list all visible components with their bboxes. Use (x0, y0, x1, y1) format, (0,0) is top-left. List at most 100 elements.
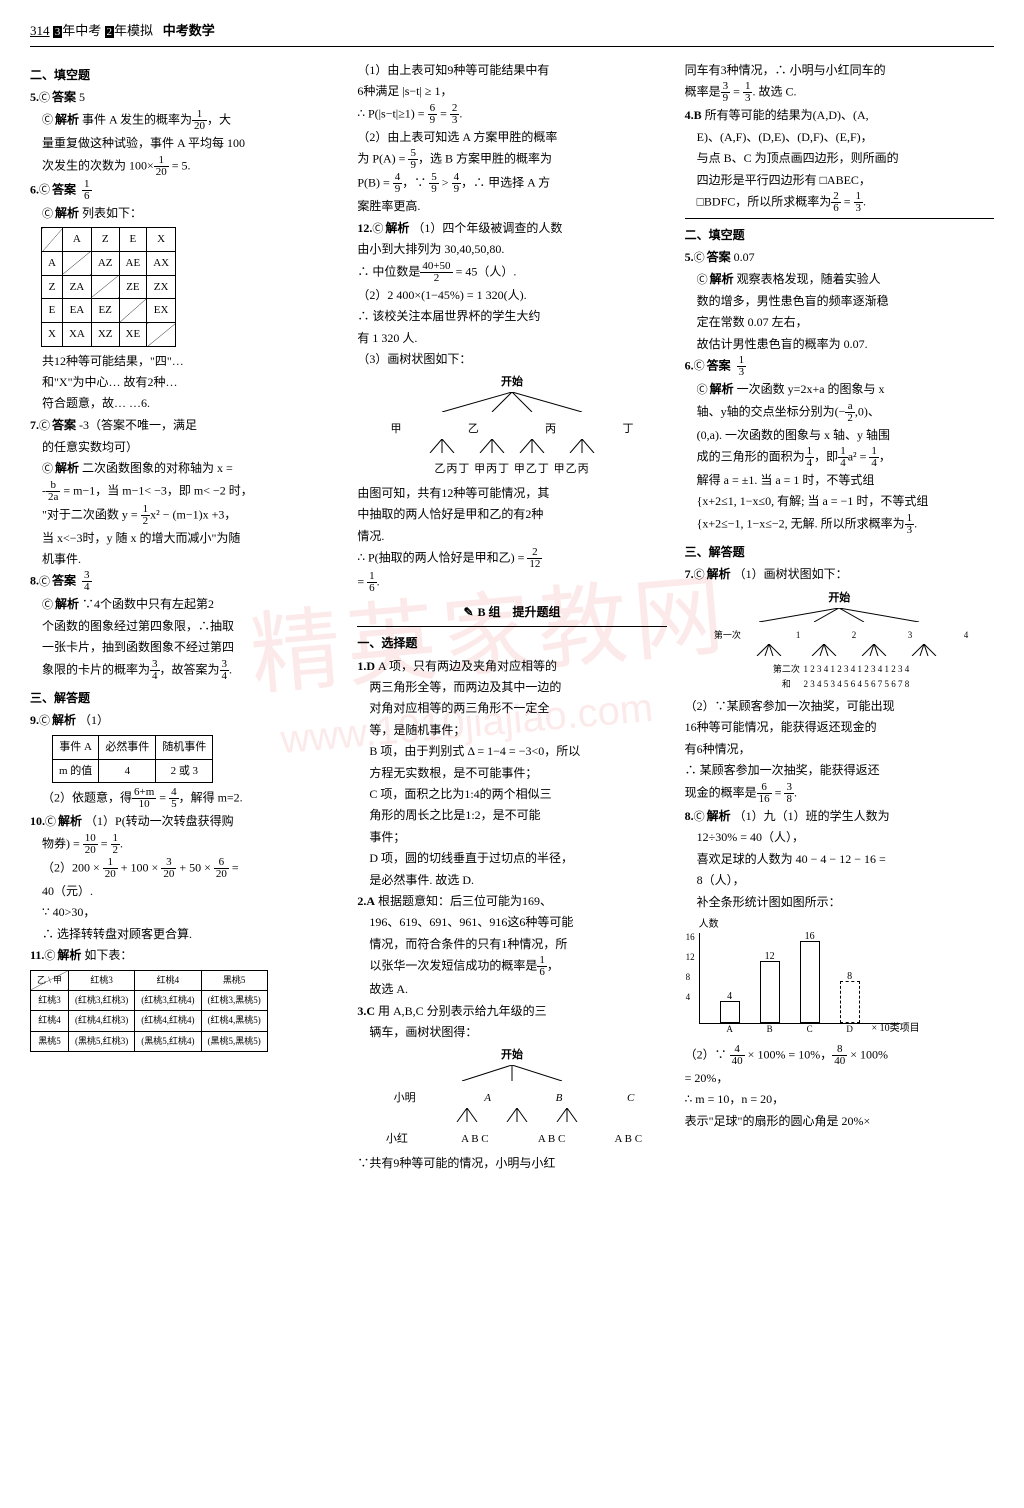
text: x² − (m−1)x +3， (150, 507, 236, 521)
q5-ans: 5 (76, 90, 85, 104)
table-q6: AZEX AAZAEAX ZZAZEZX EEAEZEX XXAXZXE (41, 227, 176, 346)
text: 表示"足球"的扇形的圆心角是 20%× (685, 1111, 994, 1131)
frac-d: 4 (220, 671, 230, 682)
frac-d: 8 (784, 794, 794, 805)
text: . (794, 785, 797, 799)
text: 196、619、691、961、916这6种等可能 (357, 912, 666, 932)
sec-fill-3: 二、填空题 (685, 225, 994, 245)
text: {x+2≤−1, 1−x≤−2, 无解. 所以所求概率为 (697, 516, 905, 530)
q7-head: 7. (30, 418, 39, 432)
frac-d: 20 (103, 869, 118, 880)
text: 量重复做这种试验，事件 A 平均每 100 (30, 133, 339, 153)
cell: (红桃4,红桃4) (135, 1011, 201, 1031)
tree-branches-icon (719, 644, 959, 656)
frac-n: 6 (757, 782, 772, 794)
divider (685, 218, 994, 219)
frac-d: 4 (82, 582, 92, 593)
text: ∵4个函数中只有左起第2 (82, 597, 214, 611)
text: ， (547, 958, 559, 972)
q5-head: 5. (30, 90, 39, 104)
cell (119, 299, 147, 323)
cell: 红桃3 (31, 991, 69, 1011)
text: 和"X"为中心… 故有2种… (30, 372, 339, 392)
cmark-icon (39, 182, 52, 196)
text: （2）依题意，得 (42, 791, 132, 805)
text: 事件； (357, 827, 666, 847)
column-1: 二、填空题 5.答案 5 解析 事件 A 发生的概率为120，大 量重复做这种试… (30, 59, 339, 1174)
q8c3-head: 8. (685, 809, 694, 823)
tree-leaves: 2 3 4 5 3 4 5 6 4 5 6 7 5 6 7 8 (803, 679, 909, 689)
text: = (357, 574, 367, 588)
cell: ZE (119, 275, 147, 299)
text: 列表如下： (82, 206, 142, 220)
cmark-icon (44, 948, 57, 962)
cell: 黑桃5 (31, 1031, 69, 1051)
xtick: C (800, 1022, 820, 1037)
text: 观察表格发现，随着实验人 (737, 272, 881, 286)
cell: EX (147, 299, 176, 323)
bar-value: 12 (761, 948, 779, 965)
frac-d: 4 (805, 458, 815, 469)
frac-d: 3 (450, 115, 460, 126)
frac-d: 6 (831, 203, 841, 214)
text: （1）九（1）班的学生人数为 (734, 809, 890, 823)
cmark-icon (372, 221, 385, 235)
frac-d: 20 (214, 869, 229, 880)
tree-node: 3 (908, 628, 913, 643)
text: ，选 B 方案甲胜的概率为 (418, 152, 552, 166)
xtick: D (840, 1022, 860, 1037)
text: ∴ m = 10，n = 20， (685, 1089, 994, 1109)
tree-node: 1 (796, 628, 801, 643)
cell: (黑桃5,红桃3) (69, 1031, 135, 1051)
frac-d: 6 (537, 967, 547, 978)
frac-d: 3 (737, 367, 747, 378)
q4-head: 4.B (685, 108, 702, 122)
text: 物券) = (42, 836, 83, 850)
text: . (863, 194, 866, 208)
text: 案胜率更高. (357, 196, 666, 216)
page-header: 314 3年中考 2年模拟 中考数学 (30, 20, 994, 47)
frac-d: 9 (393, 184, 403, 195)
cell: 必然事件 (99, 735, 156, 759)
q9-exp-label: 解析 (52, 713, 76, 727)
text: = (730, 85, 743, 99)
text: （2）2 400×(1−45%) = 1 320(人). (357, 285, 666, 305)
q8-exp-label: 解析 (55, 597, 79, 611)
xtick: B (760, 1022, 780, 1037)
frac-n: 3 (784, 782, 794, 794)
frac-d: 2 (111, 845, 121, 856)
cmark-icon (39, 418, 52, 432)
cell: ZA (62, 275, 91, 299)
cell: XE (119, 323, 147, 347)
tree-node: 2 (852, 628, 857, 643)
tree-node: 丁 (622, 420, 633, 439)
q7c3-exp-label: 解析 (707, 567, 731, 581)
text: 0.07 (731, 250, 755, 264)
cmark-icon (694, 809, 707, 823)
text: B 项，由于判别式 Δ = 1−4 = −3<0，所以 (357, 741, 666, 761)
cell (147, 323, 176, 347)
tree-leaves: 乙丙丁 甲丙丁 甲乙丁 甲乙丙 (357, 460, 666, 479)
text: × 100% (847, 1047, 888, 1061)
text: 12÷30% = 40（人）， (685, 827, 994, 847)
text: ，∵ (402, 176, 429, 190)
frac-d: 20 (192, 121, 207, 132)
cell: (红桃3,红桃3) (69, 991, 135, 1011)
tree-branches-icon (719, 608, 959, 622)
text: + 100 × (118, 860, 162, 874)
q5c3-exp-label: 解析 (710, 272, 734, 286)
bar-chart: 人数 4 8 12 16 4 12 16 8 A B C D × 10类项目 (685, 916, 994, 1040)
text: 所有等可能的结果为(A,D)、(A, (705, 108, 869, 122)
q10-head: 10. (30, 814, 45, 828)
text: (0,a). 一次函数的图象与 x 轴、y 轴围 (685, 425, 994, 445)
text: "对于二次函数 y = (42, 507, 141, 521)
text: 同车有3种情况，∴ 小明与小红同车的 (685, 60, 994, 80)
cell: (黑桃5,红桃4) (135, 1031, 201, 1051)
text: A 项，只有两边及夹角对应相等的 (378, 659, 557, 673)
table-q11: 乙 \ 甲红桃3红桃4黑桃5 红桃3(红桃3,红桃3)(红桃3,红桃4)(红桃3… (30, 970, 268, 1052)
frac-d: 9 (429, 184, 439, 195)
text: 数的增多，男性患色盲的频率逐渐稳 (685, 291, 994, 311)
text: （2）∵ (685, 1047, 730, 1061)
frac-d: 3 (854, 203, 864, 214)
frac-d: 5 (169, 799, 179, 810)
